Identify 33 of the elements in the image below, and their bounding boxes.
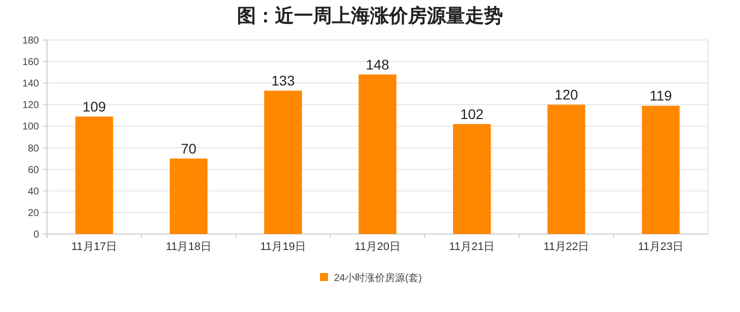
bar	[453, 124, 491, 234]
y-tick-label: 160	[22, 57, 40, 68]
x-tick-label: 11月22日	[544, 241, 590, 253]
bar	[642, 106, 680, 234]
y-tick-label: 100	[22, 122, 40, 133]
x-tick-label: 11月17日	[71, 241, 118, 253]
data-label: 133	[271, 72, 295, 89]
x-tick-label: 11月18日	[166, 241, 212, 253]
data-label: 102	[460, 106, 484, 122]
data-label: 119	[650, 88, 672, 104]
bar	[358, 74, 396, 234]
data-label: 109	[82, 98, 106, 115]
y-tick-label: 140	[22, 78, 40, 90]
x-tick-label: 11月23日	[638, 241, 684, 253]
bar	[547, 104, 586, 234]
x-tick-label: 11月21日	[449, 241, 495, 253]
y-tick-label: 180	[22, 36, 40, 46]
y-tick-label: 120	[22, 100, 40, 112]
y-tick-label: 40	[28, 186, 40, 198]
y-tick-label: 0	[33, 230, 40, 240]
x-tick-label: 11月20日	[354, 241, 400, 253]
bar	[264, 90, 302, 234]
chart-title: 图：近一周上海涨价房源量走势	[237, 5, 503, 27]
legend-label: 24小时涨价房源(套)	[334, 272, 422, 284]
data-label: 70	[180, 140, 197, 157]
data-label: 148	[366, 56, 390, 72]
bar	[75, 116, 114, 234]
y-tick-label: 20	[28, 208, 40, 219]
x-tick-label: 11月19日	[260, 241, 306, 253]
data-label: 120	[554, 86, 578, 103]
y-tick-label: 60	[28, 164, 40, 176]
y-tick-label: 80	[28, 143, 40, 154]
bar	[170, 158, 208, 234]
